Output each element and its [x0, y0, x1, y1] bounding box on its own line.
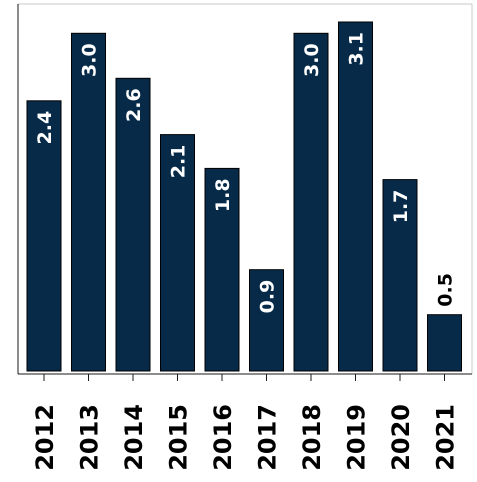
- x-tick-label-2021: 2021: [432, 404, 460, 471]
- x-tick-label-2013: 2013: [76, 404, 104, 471]
- bar-2013: [71, 32, 106, 372]
- plot-frame: [18, 3, 473, 374]
- bar-2012: [26, 100, 62, 372]
- bar-2015: [160, 134, 195, 372]
- data-label-2015: 2.1: [168, 145, 190, 179]
- x-tick-label-2014: 2014: [120, 404, 148, 471]
- data-label-2020: 1.7: [390, 190, 412, 224]
- data-label-2018: 3.0: [301, 43, 323, 77]
- data-label-2021: 0.5: [435, 273, 457, 307]
- x-tick-label-2020: 2020: [387, 404, 415, 471]
- x-tick-label-2015: 2015: [165, 404, 193, 471]
- data-label-2014: 2.6: [123, 88, 145, 122]
- x-tick-label-2012: 2012: [31, 404, 59, 471]
- data-labels-group: 2.4 3.0 2.6 2.1 1.8 0.9 3.0 3.1 1.7 0.5: [34, 32, 457, 313]
- bar-2018: [293, 32, 329, 372]
- bar-2016: [204, 167, 240, 372]
- bars-group: [26, 21, 462, 372]
- data-label-2012: 2.4: [34, 111, 56, 145]
- data-label-2019: 3.1: [346, 32, 368, 66]
- data-label-2013: 3.0: [79, 43, 101, 77]
- bar-2021: [427, 314, 462, 372]
- x-axis: 2012 2013 2014 2015 2016 2017 2018 2019 2020 2021: [18, 373, 472, 471]
- bar-2019: [338, 21, 373, 372]
- x-tick-label-2017: 2017: [254, 404, 282, 471]
- x-tick-label-2016: 2016: [209, 404, 237, 471]
- x-tick-label-2019: 2019: [343, 404, 371, 471]
- data-label-2017: 0.9: [257, 280, 279, 314]
- bar-2014: [115, 77, 151, 372]
- x-tick-label-2018: 2018: [298, 404, 326, 471]
- data-label-2016: 1.8: [212, 178, 234, 212]
- bar-2017: [249, 269, 284, 372]
- bar-2020: [382, 179, 418, 372]
